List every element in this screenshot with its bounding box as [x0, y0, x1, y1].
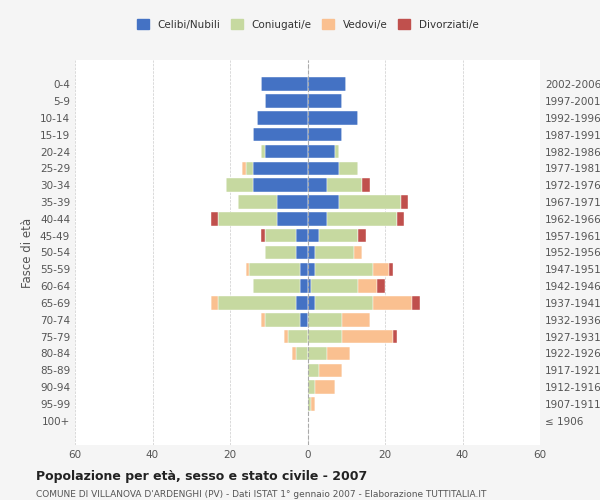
Bar [226, 178, 253, 192]
Bar [327, 346, 350, 360]
Bar [265, 246, 296, 259]
Bar [354, 246, 362, 259]
Bar [257, 111, 308, 124]
Bar [308, 212, 327, 226]
Bar [288, 330, 308, 344]
Bar [308, 196, 338, 209]
Bar [377, 280, 385, 293]
Bar [319, 364, 343, 377]
Bar [373, 262, 389, 276]
Bar [300, 313, 308, 326]
Bar [218, 296, 296, 310]
Bar [284, 330, 288, 344]
Bar [315, 380, 335, 394]
Bar [338, 196, 401, 209]
Bar [389, 262, 393, 276]
Bar [308, 145, 335, 158]
Bar [308, 128, 343, 141]
Bar [343, 330, 393, 344]
Bar [261, 229, 265, 242]
Bar [218, 212, 277, 226]
Legend: Celibi/Nubili, Coniugati/e, Vedovi/e, Divorziati/e: Celibi/Nubili, Coniugati/e, Vedovi/e, Di… [133, 15, 482, 34]
Bar [245, 262, 250, 276]
Bar [358, 229, 365, 242]
Bar [308, 380, 315, 394]
Text: Popolazione per età, sesso e stato civile - 2007: Popolazione per età, sesso e stato civil… [36, 470, 367, 483]
Y-axis label: Fasce di età: Fasce di età [22, 218, 34, 288]
Bar [265, 313, 300, 326]
Bar [265, 94, 308, 108]
Bar [319, 229, 358, 242]
Text: COMUNE DI VILLANOVA D'ARDENGHI (PV) - Dati ISTAT 1° gennaio 2007 - Elaborazione : COMUNE DI VILLANOVA D'ARDENGHI (PV) - Da… [36, 490, 487, 499]
Bar [300, 280, 308, 293]
Bar [265, 229, 296, 242]
Bar [253, 162, 308, 175]
Bar [362, 178, 370, 192]
Bar [308, 94, 343, 108]
Bar [308, 262, 315, 276]
Bar [308, 162, 338, 175]
Bar [315, 262, 373, 276]
Bar [277, 212, 308, 226]
Bar [292, 346, 296, 360]
Bar [253, 178, 308, 192]
Bar [308, 246, 315, 259]
Bar [296, 229, 308, 242]
Bar [308, 397, 311, 410]
Bar [277, 196, 308, 209]
Bar [338, 162, 358, 175]
Bar [238, 196, 277, 209]
Bar [308, 346, 327, 360]
Bar [308, 178, 327, 192]
Bar [261, 313, 265, 326]
Bar [327, 212, 397, 226]
Bar [265, 145, 308, 158]
Bar [397, 212, 404, 226]
Bar [373, 296, 412, 310]
Bar [412, 296, 420, 310]
Bar [311, 280, 358, 293]
Bar [335, 145, 338, 158]
Bar [261, 145, 265, 158]
Bar [296, 246, 308, 259]
Bar [211, 296, 218, 310]
Bar [308, 111, 358, 124]
Bar [308, 330, 343, 344]
Bar [308, 280, 311, 293]
Bar [311, 397, 315, 410]
Bar [343, 313, 370, 326]
Bar [401, 196, 408, 209]
Bar [327, 178, 362, 192]
Bar [253, 128, 308, 141]
Bar [211, 212, 218, 226]
Bar [308, 229, 319, 242]
Bar [245, 162, 253, 175]
Bar [300, 262, 308, 276]
Bar [253, 280, 300, 293]
Bar [308, 364, 319, 377]
Bar [250, 262, 300, 276]
Bar [308, 78, 346, 91]
Bar [315, 296, 373, 310]
Bar [308, 313, 343, 326]
Bar [296, 296, 308, 310]
Bar [315, 246, 354, 259]
Bar [261, 78, 308, 91]
Bar [358, 280, 377, 293]
Bar [393, 330, 397, 344]
Bar [242, 162, 245, 175]
Bar [296, 346, 308, 360]
Bar [308, 296, 315, 310]
